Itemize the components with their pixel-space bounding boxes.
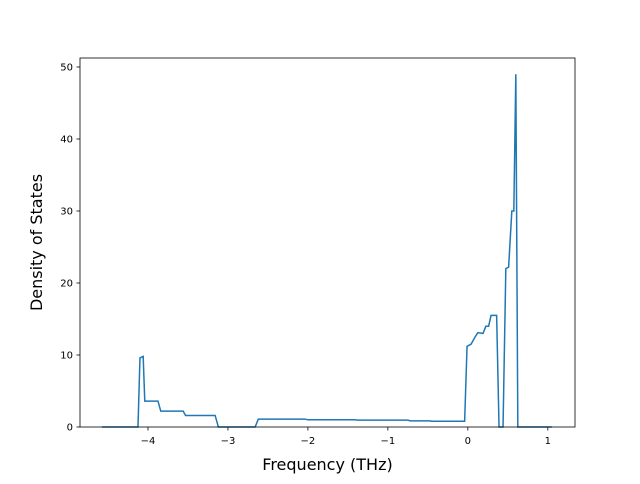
y-tick-label: 50 <box>60 63 73 74</box>
plot-frame <box>79 57 576 428</box>
data-line <box>101 74 552 428</box>
x-tick-label: 0 <box>465 436 471 447</box>
x-tick-label: 1 <box>545 436 551 447</box>
y-tick-label: 20 <box>60 279 73 290</box>
y-tick-label: 40 <box>60 135 73 146</box>
y-tick-label: 10 <box>60 351 73 362</box>
y-tick-label: 0 <box>67 423 73 434</box>
y-tick-label: 30 <box>60 207 73 218</box>
x-axis-label: Frequency (THz) <box>262 455 392 474</box>
x-tick-label: −1 <box>381 436 396 447</box>
x-tick-label: −2 <box>301 436 316 447</box>
x-tick-label: −3 <box>221 436 236 447</box>
x-tick-label: −4 <box>141 436 156 447</box>
y-axis-label: Density of States <box>27 174 46 311</box>
